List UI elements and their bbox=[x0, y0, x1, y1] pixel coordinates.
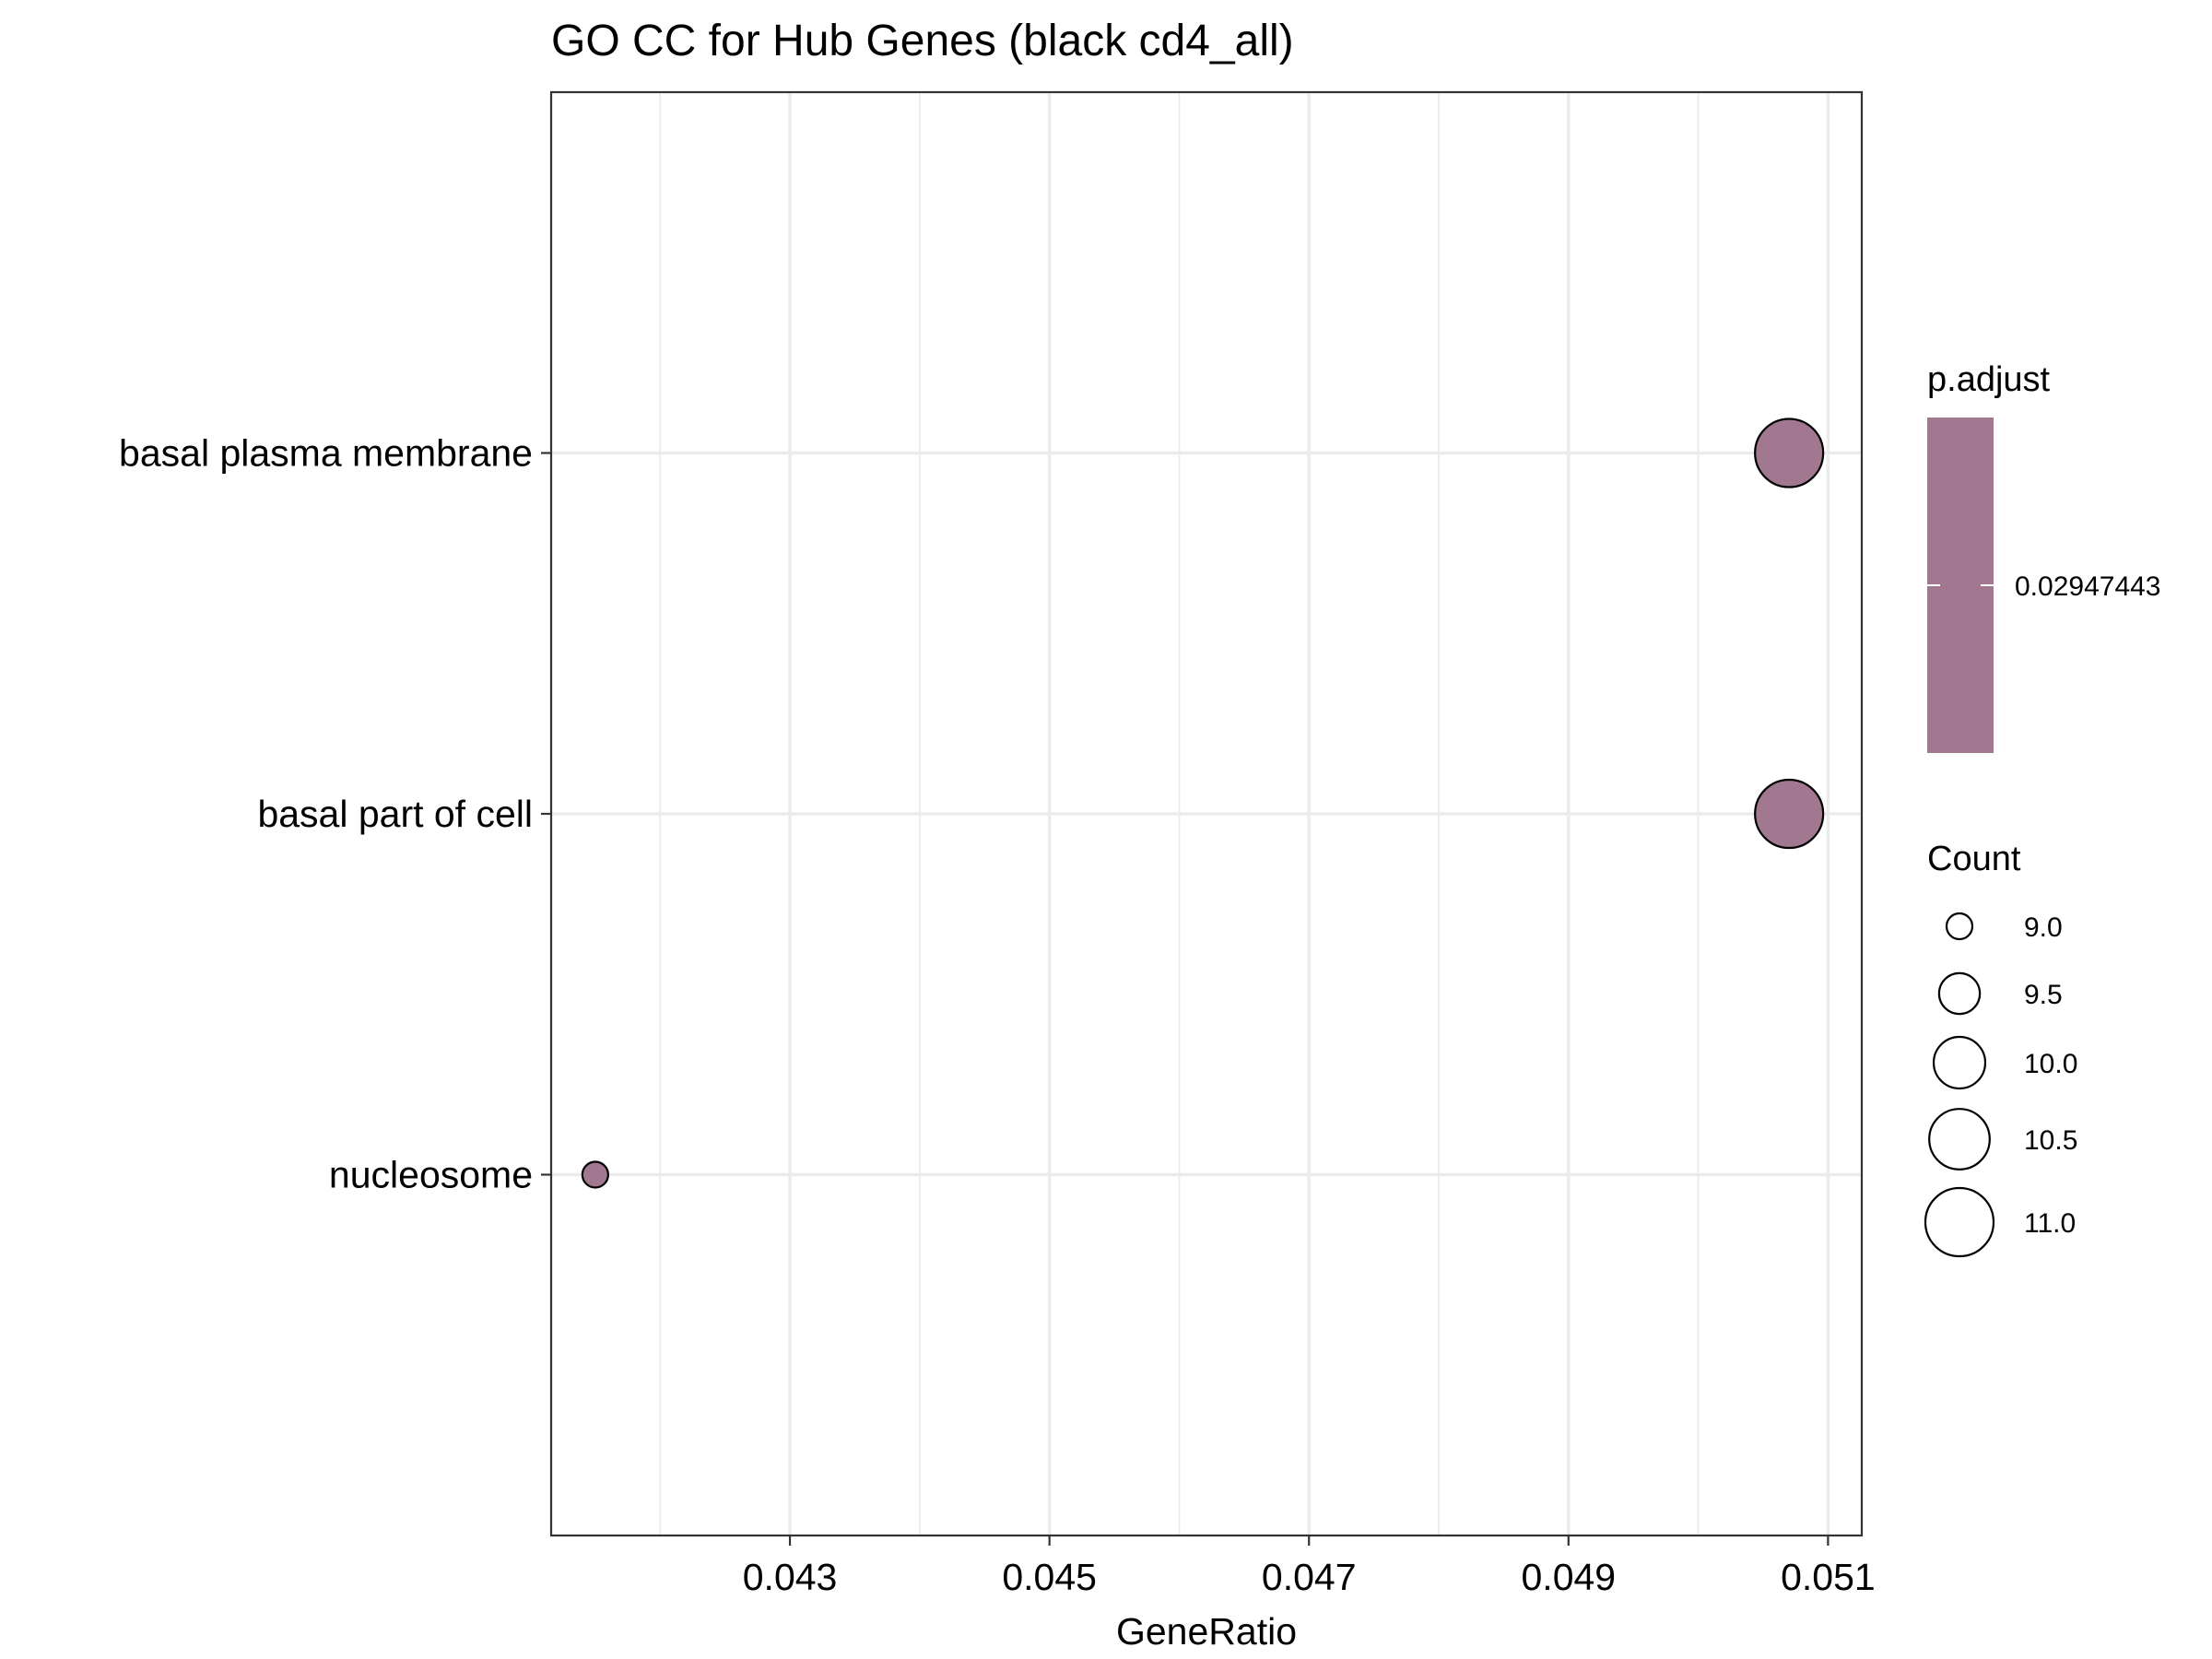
data-point bbox=[1754, 778, 1825, 850]
y-tick-label: basal part of cell bbox=[257, 793, 533, 835]
count-legend-key bbox=[1924, 1186, 1995, 1258]
chart-title: GO CC for Hub Genes (black cd4_all) bbox=[551, 17, 1294, 65]
count-legend-label: 10.5 bbox=[2024, 1125, 2077, 1156]
x-tick-label: 0.049 bbox=[1522, 1556, 1617, 1598]
data-points bbox=[581, 418, 1825, 1189]
count-legend-key bbox=[1928, 1108, 1991, 1171]
count-legend-title: Count bbox=[1927, 840, 2021, 878]
x-tick-label: 0.045 bbox=[1002, 1556, 1097, 1598]
count-legend-key bbox=[1932, 1035, 1987, 1090]
count-legend-label: 11.0 bbox=[2024, 1208, 2076, 1239]
count-legend-label: 9.0 bbox=[2024, 912, 2063, 943]
x-tick-label: 0.047 bbox=[1262, 1556, 1357, 1598]
x-tick-label: 0.043 bbox=[743, 1556, 838, 1598]
count-legend-key bbox=[1945, 912, 1974, 941]
count-legend-key bbox=[1937, 971, 1982, 1016]
data-point bbox=[581, 1160, 609, 1189]
p-adjust-legend-title: p.adjust bbox=[1927, 360, 2051, 399]
x-axis-title: GeneRatio bbox=[1116, 1610, 1297, 1653]
p-adjust-legend: p.adjust 0.02947443 bbox=[1927, 360, 2161, 753]
y-tick-label: basal plasma membrane bbox=[119, 432, 533, 475]
data-point bbox=[1754, 418, 1825, 488]
x-axis: 0.043 0.045 0.047 0.049 0.051 bbox=[743, 1535, 1876, 1598]
count-legend-label: 9.5 bbox=[2024, 980, 2063, 1010]
p-adjust-legend-label: 0.02947443 bbox=[2015, 571, 2161, 602]
grid-lines bbox=[551, 92, 1862, 1535]
y-tick-label: nucleosome bbox=[329, 1154, 533, 1196]
count-legend: Count 9.0 9.5 10.0 10.5 11.0 bbox=[1924, 840, 2077, 1258]
count-legend-label: 10.0 bbox=[2024, 1049, 2077, 1079]
y-axis: basal plasma membrane basal part of cell n… bbox=[119, 432, 551, 1196]
x-tick-label: 0.051 bbox=[1781, 1556, 1876, 1598]
